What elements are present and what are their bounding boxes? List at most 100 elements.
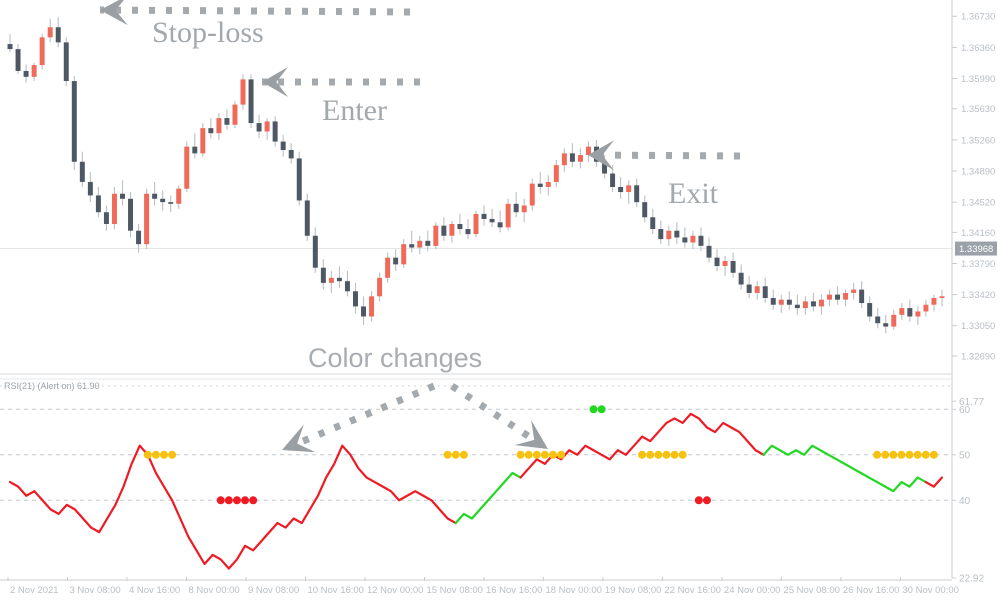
candle-body[interactable] — [200, 128, 206, 154]
candle-body[interactable] — [79, 161, 85, 182]
candle-body[interactable] — [827, 294, 832, 300]
candle-body[interactable] — [288, 150, 294, 159]
candle-body[interactable] — [521, 205, 527, 213]
candle-body[interactable] — [23, 70, 29, 77]
candle-body[interactable] — [39, 37, 45, 66]
candle-body[interactable] — [802, 301, 808, 309]
candle-body[interactable] — [939, 296, 945, 298]
candle-body[interactable] — [875, 316, 881, 324]
candle-body[interactable] — [931, 298, 937, 305]
candle-body[interactable] — [610, 173, 616, 187]
candle-body[interactable] — [256, 123, 262, 132]
candle-body[interactable] — [55, 27, 61, 43]
candle-body[interactable] — [87, 181, 93, 196]
candle-body[interactable] — [545, 181, 551, 187]
candle-body[interactable] — [682, 237, 688, 243]
candle-body[interactable] — [240, 79, 246, 105]
candle-body[interactable] — [915, 311, 921, 317]
candle-body[interactable] — [393, 257, 399, 265]
candle-body[interactable] — [473, 213, 479, 235]
candle-body[interactable] — [786, 299, 792, 305]
rsi-signal-dot[interactable] — [151, 450, 160, 459]
candle-body[interactable] — [481, 213, 487, 219]
price-chart-panel[interactable] — [0, 17, 952, 334]
candle-body[interactable] — [160, 198, 166, 203]
rsi-signal-dot[interactable] — [443, 450, 452, 459]
rsi-signal-dot[interactable] — [143, 450, 152, 459]
candle-body[interactable] — [433, 225, 439, 246]
candle-body[interactable] — [859, 289, 865, 304]
candle-body[interactable] — [128, 198, 134, 231]
candle-body[interactable] — [835, 294, 841, 300]
candle-body[interactable] — [851, 289, 857, 293]
candle-body[interactable] — [561, 153, 567, 166]
price-axis[interactable]: 1.36730 1.36360 1.35990 1.35630 1.35260 1.348… — [951, 0, 997, 578]
candle-body[interactable] — [192, 146, 198, 154]
candle-body[interactable] — [843, 292, 849, 300]
rsi-signal-dot[interactable] — [216, 496, 225, 505]
candle-body[interactable] — [706, 245, 712, 258]
candle-body[interactable] — [103, 212, 109, 224]
rsi-signal-dot[interactable] — [532, 450, 541, 459]
candle-body[interactable] — [208, 128, 214, 134]
candle-body[interactable] — [899, 308, 905, 315]
candle-body[interactable] — [377, 277, 383, 297]
rsi-signal-dot[interactable] — [232, 496, 241, 505]
candle-body[interactable] — [47, 27, 53, 38]
rsi-signal-dot[interactable] — [873, 450, 882, 459]
candle-body[interactable] — [312, 235, 318, 268]
rsi-signal-dot[interactable] — [168, 450, 177, 459]
candle-body[interactable] — [722, 261, 728, 267]
candle-body[interactable] — [513, 203, 519, 213]
candle-body[interactable] — [730, 261, 736, 273]
candle-body[interactable] — [353, 291, 358, 307]
rsi-signal-dot[interactable] — [889, 450, 898, 459]
candle-body[interactable] — [296, 158, 302, 201]
candle-body[interactable] — [457, 224, 463, 230]
candle-body[interactable] — [650, 217, 656, 230]
current-price-tag[interactable] — [955, 241, 997, 256]
candle-body[interactable] — [232, 104, 238, 125]
candle-body[interactable] — [794, 304, 800, 309]
rsi-signal-dot[interactable] — [557, 450, 566, 459]
candle-body[interactable] — [248, 79, 254, 124]
candle-body[interactable] — [883, 323, 889, 327]
candle-body[interactable] — [818, 299, 824, 307]
candle-body[interactable] — [489, 218, 495, 223]
rsi-signal-dot[interactable] — [524, 450, 533, 459]
candle-body[interactable] — [602, 161, 608, 174]
candle-body[interactable] — [626, 185, 632, 193]
candle-body[interactable] — [272, 121, 278, 142]
rsi-signal-dot[interactable] — [540, 450, 549, 459]
rsi-signal-dot[interactable] — [678, 450, 687, 459]
rsi-signal-dot[interactable] — [451, 450, 460, 459]
candle-body[interactable] — [553, 165, 559, 182]
rsi-signal-dot[interactable] — [662, 450, 671, 459]
candle-body[interactable] — [907, 308, 913, 317]
candle-body[interactable] — [569, 153, 575, 162]
candle-body[interactable] — [714, 257, 720, 267]
candle-body[interactable] — [658, 229, 664, 240]
time-axis[interactable]: 2 Nov 2021 3 Nov 08:00 4 Nov 16:00 8 Nov 00… — [0, 577, 959, 596]
candle-body[interactable] — [361, 306, 367, 317]
candle-body[interactable] — [690, 235, 696, 243]
candle-body[interactable] — [666, 230, 672, 240]
rsi-signal-dot[interactable] — [905, 450, 914, 459]
candle-body[interactable] — [923, 304, 929, 312]
candle-body[interactable] — [336, 277, 342, 282]
candle-body[interactable] — [465, 229, 471, 235]
candle-body[interactable] — [698, 235, 704, 246]
candle-body[interactable] — [280, 141, 286, 150]
candle-body[interactable] — [585, 146, 591, 156]
candle-body[interactable] — [754, 286, 760, 293]
candle-body[interactable] — [7, 44, 13, 50]
candle-body[interactable] — [634, 185, 640, 203]
candle-body[interactable] — [770, 298, 776, 305]
candle-body[interactable] — [401, 244, 407, 265]
candle-body[interactable] — [224, 118, 230, 125]
rsi-signal-dot[interactable] — [516, 450, 525, 459]
candle-body[interactable] — [31, 65, 37, 77]
rsi-signal-dot[interactable] — [921, 450, 930, 459]
candle-body[interactable] — [505, 203, 511, 228]
